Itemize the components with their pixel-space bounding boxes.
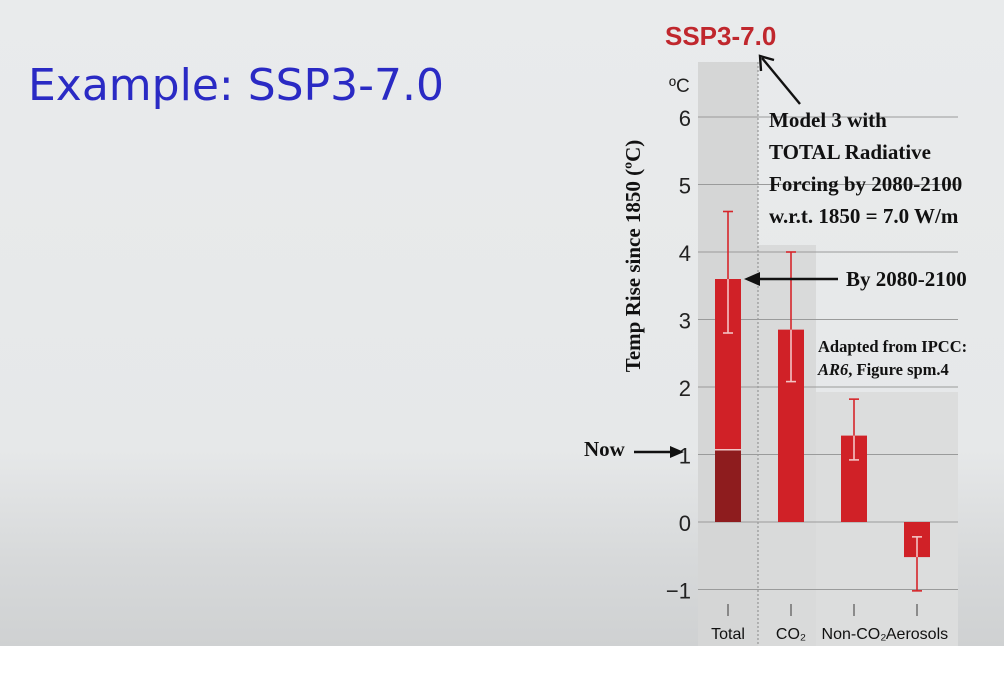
x-axis-ticks: Total(observed) CO₂ Non-CO₂GHGs AerosolsLan…	[692, 604, 948, 646]
error-bars	[723, 210, 922, 592]
model-note-line-4: w.r.t. 1850 = 7.0 W/m	[769, 204, 959, 228]
bar-now	[715, 449, 741, 522]
by-2080-label: By 2080-2100	[846, 267, 967, 291]
y-tick-label: 2	[679, 376, 691, 401]
slide-title: Example: SSP3-7.0	[28, 60, 444, 111]
source-rest: , Figure spm.4	[848, 360, 949, 379]
x-tick-label: Non-CO₂	[822, 626, 887, 643]
arrow-to-title	[758, 54, 801, 105]
x-tick-sublabel: GHGs	[833, 644, 875, 646]
y-tick-label: 3	[679, 309, 691, 334]
model-note-line-3: Forcing by 2080-2100	[769, 172, 962, 196]
y-tick-label: 0	[679, 511, 691, 536]
model-note-line-1: Model 3 with	[769, 108, 887, 132]
panel-aerosols-bg	[876, 392, 958, 646]
x-tick-sublabel: Land use	[886, 644, 948, 646]
y-unit: ºC	[669, 76, 690, 97]
y-tick-label: 1	[679, 444, 691, 469]
x-tick-sublabel: (observed)	[692, 644, 764, 646]
y-axis-label: Temp Rise since 1850 (ºC)	[621, 140, 645, 372]
source-line-2: AR6, Figure spm.4	[817, 360, 949, 379]
ipcc-figure: −1 0 1 2 3 4 5 6 Total(observed) CO₂ Non-CO₂GHGs A…	[584, 21, 967, 646]
source-ar6: AR6	[817, 360, 849, 379]
y-axis-ticks: −1 0 1 2 3 4 5 6	[666, 106, 691, 604]
model-note-line-2: TOTAL Radiative	[769, 140, 931, 164]
source-line-1: Adapted from IPCC:	[818, 337, 967, 356]
x-tick-label: CO₂	[776, 626, 806, 643]
arrow-by-2080	[744, 272, 838, 286]
y-tick-label: 5	[679, 174, 691, 199]
now-label: Now	[584, 437, 626, 461]
x-tick-label: Aerosols	[886, 626, 948, 643]
y-tick-label: −1	[666, 579, 691, 604]
arrow-now	[634, 446, 684, 458]
x-tick-label: Total	[711, 626, 745, 643]
slide: Example: SSP3-7.0 −1 0 1 2 3 4 5 6 Total(observ…	[0, 0, 1004, 646]
chart-title: SSP3-7.0	[665, 21, 776, 51]
y-tick-label: 6	[679, 106, 691, 131]
y-tick-label: 4	[679, 241, 691, 266]
